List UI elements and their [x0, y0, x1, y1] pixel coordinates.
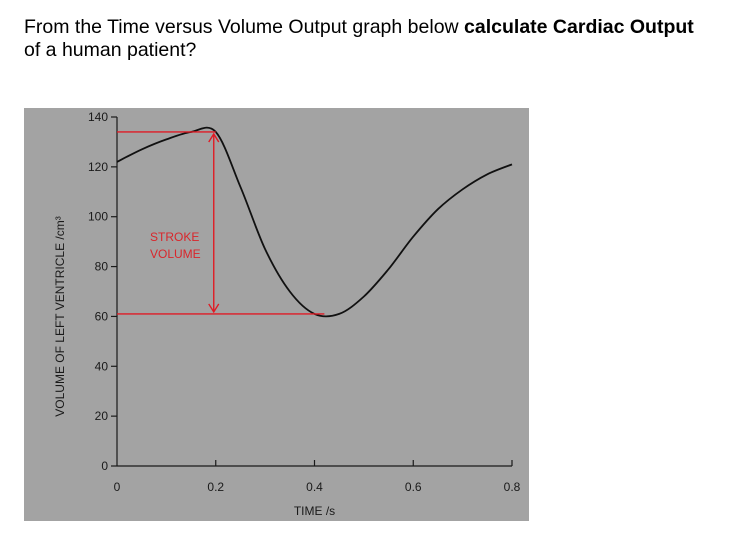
y-tick-label: 120: [88, 160, 108, 174]
question-text: From the Time versus Volume Output graph…: [24, 16, 734, 62]
stroke-volume-label: VOLUME: [150, 247, 201, 261]
x-tick-label: 0.6: [405, 480, 422, 494]
x-tick-label: 0.8: [504, 480, 521, 494]
question-part-1: From the Time versus Volume Output graph…: [24, 16, 465, 38]
question-bold: calculate Cardiac Output: [464, 16, 694, 38]
arrow-head-up: [208, 132, 220, 143]
y-tick-label: 140: [88, 110, 108, 124]
y-tick-label: 0: [101, 459, 108, 473]
y-tick-label: 80: [95, 260, 109, 274]
x-tick-label: 0.2: [207, 480, 224, 494]
annotation-layer: [117, 131, 325, 315]
label-layer: 0 20 40 60 80 100 120 140 0 0.2 0.4 0.6 0.8 TIME /s VO…: [53, 110, 521, 518]
y-tick-label: 40: [95, 359, 109, 373]
arrow-head-down: [208, 303, 220, 314]
question-part-2: of a human patient?: [24, 39, 197, 61]
y-tick-label: 60: [95, 309, 109, 323]
stroke-volume-label: STROKE: [150, 230, 199, 244]
x-axis-title: TIME /s: [294, 504, 335, 518]
axes: [111, 116, 513, 467]
x-tick-label: 0: [114, 480, 121, 494]
y-tick-label: 20: [95, 409, 109, 423]
y-tick-label: 100: [88, 210, 108, 224]
y-axis-title: VOLUME OF LEFT VENTRICLE /cm³: [53, 216, 67, 416]
x-tick-label: 0.4: [306, 480, 323, 494]
